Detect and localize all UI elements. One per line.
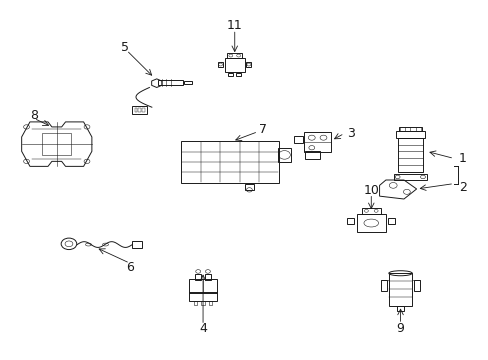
Bar (395, 131, 424, 138)
Bar (208, 301, 212, 305)
Text: 9: 9 (396, 322, 404, 335)
Bar (188, 292, 217, 301)
Bar (278, 148, 290, 162)
Bar (304, 132, 330, 152)
Bar (387, 218, 394, 224)
Bar (228, 73, 233, 76)
Bar (138, 108, 141, 112)
Bar (204, 274, 210, 280)
Bar (380, 280, 386, 291)
Bar (134, 108, 137, 112)
Bar (142, 108, 144, 112)
Bar (194, 301, 197, 305)
Bar (183, 81, 191, 84)
Bar (397, 138, 422, 172)
Bar (244, 184, 253, 189)
Bar (393, 174, 426, 180)
Bar (201, 301, 204, 305)
Bar (158, 80, 182, 85)
Bar (396, 306, 403, 311)
Bar (413, 280, 419, 291)
Bar (181, 141, 278, 183)
Bar (398, 127, 421, 131)
Bar (132, 241, 142, 248)
Text: 1: 1 (458, 152, 466, 165)
Polygon shape (42, 134, 71, 155)
Text: 7: 7 (259, 123, 266, 136)
Bar (246, 62, 251, 67)
Bar (346, 218, 353, 224)
Bar (361, 208, 380, 214)
Bar (356, 215, 385, 231)
Bar (218, 62, 223, 67)
Bar (236, 73, 241, 76)
Bar (305, 151, 320, 159)
Bar (227, 53, 242, 58)
Text: 10: 10 (363, 184, 378, 197)
Text: 6: 6 (126, 261, 134, 274)
Bar (188, 279, 217, 293)
Text: 8: 8 (30, 109, 38, 122)
Text: 3: 3 (346, 127, 354, 140)
Bar (195, 274, 201, 280)
Bar (132, 106, 147, 114)
Bar (388, 273, 411, 306)
Text: 2: 2 (458, 181, 466, 194)
Text: 5: 5 (121, 41, 129, 54)
Text: 11: 11 (226, 19, 242, 32)
Bar (293, 136, 302, 143)
Text: 4: 4 (199, 322, 206, 335)
Bar (224, 58, 244, 72)
